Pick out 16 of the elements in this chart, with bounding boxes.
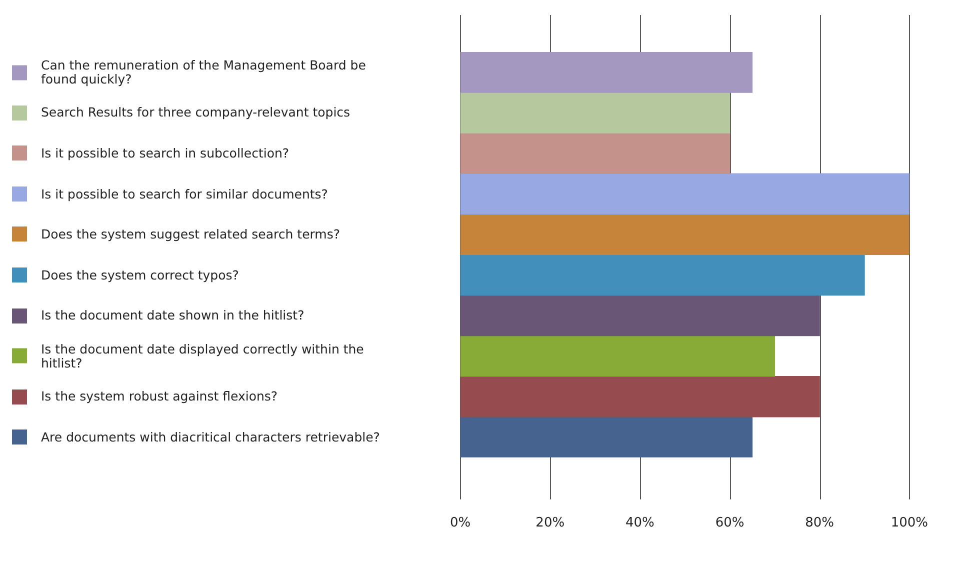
legend-label: Are documents with diacritical characters retrievable? (41, 429, 380, 444)
legend-label: Does the system suggest related search terms? (41, 226, 340, 242)
x-tick-label: 0% (450, 516, 471, 531)
x-tick-label: 20% (536, 516, 565, 531)
x-tick-label: 60% (715, 516, 744, 531)
legend-label: Search Results for three company-relevant topics (41, 104, 350, 120)
legend-label: Does the system correct typos? (41, 267, 239, 282)
legend-label: Is the document date displayed correctly within the hitlist? (41, 341, 365, 370)
x-tick-label: 80% (805, 516, 834, 531)
legend-label: Is it possible to search for similar documents? (41, 186, 328, 201)
legend-label: Is the document date shown in the hitlist? (41, 308, 304, 323)
legend-label: Is it possible to search in subcollection? (41, 145, 290, 160)
legend-label: Can the remuneration of the Management Board be found quickly? (41, 58, 367, 86)
legend-label: Is the system robust against flexions? (41, 388, 278, 404)
x-tick-label: 40% (626, 516, 654, 531)
x-tick-label: 100% (890, 516, 928, 531)
